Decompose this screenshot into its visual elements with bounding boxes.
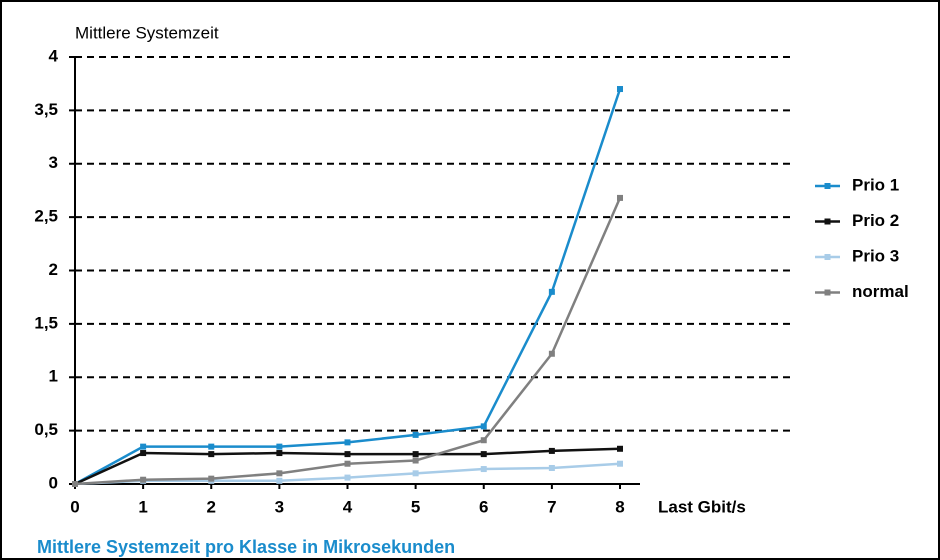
point-marker: [276, 450, 283, 457]
legend-label: normal: [852, 282, 909, 301]
legend-marker: [824, 254, 831, 260]
point-marker: [548, 288, 555, 295]
x-tick-label: 7: [547, 497, 556, 516]
point-marker: [208, 451, 215, 458]
point-marker: [480, 466, 487, 473]
point-marker: [412, 457, 419, 464]
point-marker: [617, 194, 623, 201]
x-tick-label: 4: [343, 497, 353, 516]
y-tick-label: 1: [49, 367, 58, 386]
point-marker: [617, 86, 623, 93]
legend-label: Prio 1: [852, 175, 899, 194]
y-tick-label: 3: [49, 153, 58, 172]
point-marker: [276, 470, 283, 477]
point-marker: [140, 476, 147, 483]
point-marker: [617, 445, 623, 452]
point-marker: [412, 451, 419, 458]
point-marker: [412, 470, 419, 477]
y-tick-label: 2: [49, 260, 58, 279]
point-marker: [140, 443, 147, 450]
point-marker: [344, 451, 351, 458]
point-marker: [344, 460, 351, 467]
legend-marker: [824, 218, 831, 225]
x-tick-label: 0: [70, 497, 79, 516]
point-marker: [276, 477, 283, 484]
point-marker: [617, 460, 623, 467]
point-marker: [548, 447, 555, 454]
y-tick-label: 4: [49, 46, 59, 65]
y-tick-label: 1,5: [34, 313, 58, 332]
point-marker: [208, 443, 215, 450]
x-tick-label: 8: [615, 497, 624, 516]
point-marker: [548, 350, 555, 357]
y-tick-label: 0: [49, 473, 58, 492]
x-tick-label: 1: [138, 497, 147, 516]
legend-label: Prio 2: [852, 211, 899, 230]
legend-label: Prio 3: [852, 246, 899, 265]
x-axis-title: Last Gbit/s: [658, 497, 746, 516]
y-tick-label: 0,5: [34, 420, 58, 439]
point-marker: [344, 439, 351, 446]
point-marker: [140, 450, 147, 457]
point-marker: [276, 443, 283, 450]
y-axis-title: Mittlere Systemzeit: [75, 23, 219, 42]
point-marker: [480, 451, 487, 458]
legend-marker: [824, 183, 831, 189]
x-tick-label: 2: [207, 497, 216, 516]
x-tick-label: 3: [275, 497, 284, 516]
point-marker: [480, 423, 487, 430]
caption: Mittlere Systemzeit pro Klasse in Mikros…: [37, 537, 455, 557]
point-marker: [480, 437, 487, 444]
point-marker: [548, 464, 555, 471]
point-marker: [412, 431, 419, 438]
x-tick-label: 6: [479, 497, 488, 516]
y-tick-label: 2,5: [34, 207, 58, 226]
legend-marker: [824, 289, 831, 296]
point-marker: [72, 481, 78, 487]
x-tick-label: 5: [411, 497, 420, 516]
y-tick-label: 3,5: [34, 100, 58, 119]
point-marker: [344, 474, 351, 481]
point-marker: [208, 475, 215, 482]
